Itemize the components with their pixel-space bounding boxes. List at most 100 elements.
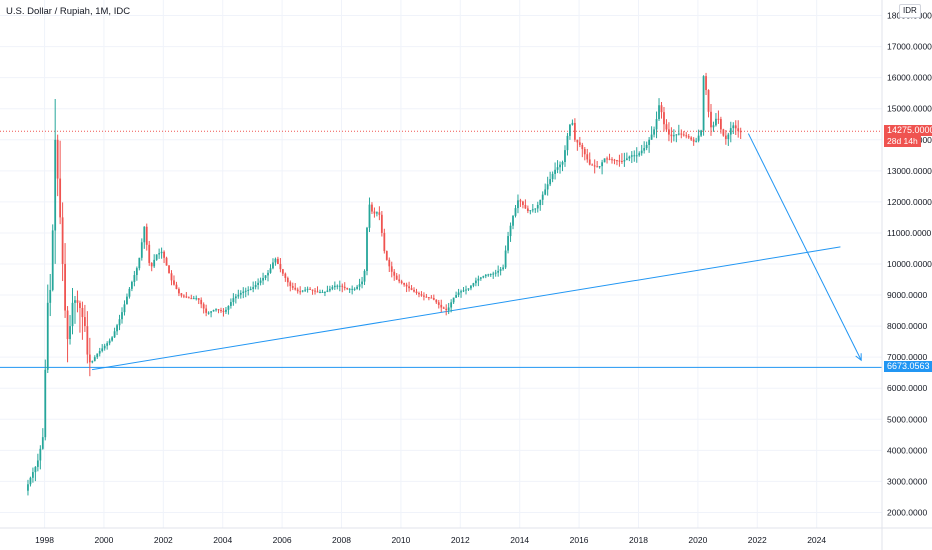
candle-body [299, 291, 302, 293]
candle-body [29, 477, 32, 485]
candle-body [569, 124, 571, 136]
candle-body [336, 285, 339, 287]
candle-body [418, 292, 420, 295]
y-tick-label: 7000.0000 [887, 352, 927, 362]
candle-body [61, 217, 64, 264]
candle-body [385, 251, 388, 260]
candle-body [692, 139, 695, 142]
candle-body [638, 153, 641, 156]
candle-body [242, 291, 245, 293]
candle-body [497, 270, 500, 273]
x-tick-label: 1998 [35, 535, 54, 545]
y-tick-label: 15000.0000 [887, 104, 932, 114]
candle-body [556, 167, 559, 170]
candle-body [737, 128, 740, 132]
candle-body [712, 125, 715, 128]
candle-body [371, 204, 373, 212]
candle-body [173, 280, 175, 285]
candle-body [571, 122, 574, 125]
candle-body [551, 173, 554, 180]
candle-body [49, 289, 52, 303]
x-tick-label: 2024 [807, 535, 826, 545]
candle-body [410, 288, 413, 290]
projection-arrow[interactable] [747, 133, 862, 361]
candle-body [432, 297, 435, 300]
candle-body [324, 291, 326, 293]
candle-body [113, 331, 116, 338]
candle-body [561, 162, 564, 165]
candle-body [588, 159, 591, 165]
y-tick-label: 11000.0000 [887, 228, 932, 238]
candle-body [729, 128, 732, 135]
candle-body [474, 280, 477, 284]
y-tick-label: 10000.0000 [887, 259, 932, 269]
candle-body [430, 297, 433, 299]
candle-body [160, 251, 163, 254]
candle-body [645, 144, 648, 149]
candle-body [378, 212, 381, 215]
candle-body [517, 200, 519, 209]
candle-body [244, 290, 247, 292]
candle-body [393, 271, 396, 276]
drawings[interactable] [0, 130, 882, 371]
candle-body [69, 326, 71, 340]
candle-body [217, 309, 220, 311]
candle-body [388, 259, 391, 267]
candle-body [133, 275, 136, 282]
candle-body [178, 289, 180, 294]
candle-body [41, 437, 44, 449]
candle-body [200, 299, 203, 305]
candle-body [249, 289, 252, 291]
candle-body [294, 287, 297, 290]
candle-body [643, 148, 646, 151]
candle-body [363, 270, 366, 282]
grid [0, 0, 882, 528]
candle-body [96, 353, 99, 358]
candle-body [353, 288, 356, 290]
candle-body [593, 165, 596, 167]
candle-body [544, 189, 547, 195]
candle-body [484, 274, 487, 277]
arrow-head-icon [855, 353, 862, 362]
candle-body [175, 284, 178, 290]
candle-body [83, 317, 86, 327]
x-tick-label: 2022 [748, 535, 767, 545]
y-tick-label: 17000.0000 [887, 42, 932, 52]
candle-body [655, 119, 658, 130]
candle-body [215, 309, 217, 311]
candle-body [534, 208, 537, 210]
candle-body [685, 135, 688, 137]
x-tick-label: 2016 [570, 535, 589, 545]
candle-body [165, 257, 168, 266]
y-tick-label: 13000.0000 [887, 166, 932, 176]
candle-body [54, 139, 57, 231]
candle-body [576, 139, 579, 143]
candle-body [79, 302, 81, 308]
candle-body [660, 105, 663, 113]
currency-badge[interactable]: IDR [899, 4, 921, 18]
candle-body [420, 294, 423, 296]
trendline[interactable] [91, 246, 841, 371]
candle-body [665, 124, 668, 130]
candle-body [596, 166, 599, 168]
candle-body [472, 283, 475, 286]
candle-body [39, 448, 42, 461]
candle-body [277, 258, 279, 264]
candle-body [405, 284, 408, 287]
candle-body [34, 466, 37, 473]
candle-body [140, 242, 143, 258]
candle-body [440, 304, 443, 308]
candle-body [76, 300, 79, 303]
x-tick-label: 2004 [213, 535, 232, 545]
candle-body [376, 212, 378, 214]
candle-body [380, 214, 383, 233]
candle-body [494, 272, 497, 274]
candle-body [677, 133, 680, 135]
candle-body [187, 297, 190, 299]
x-tick-label: 2000 [94, 535, 113, 545]
candle-body [331, 287, 334, 289]
x-tick-label: 2018 [629, 535, 648, 545]
candle-body [81, 307, 84, 318]
